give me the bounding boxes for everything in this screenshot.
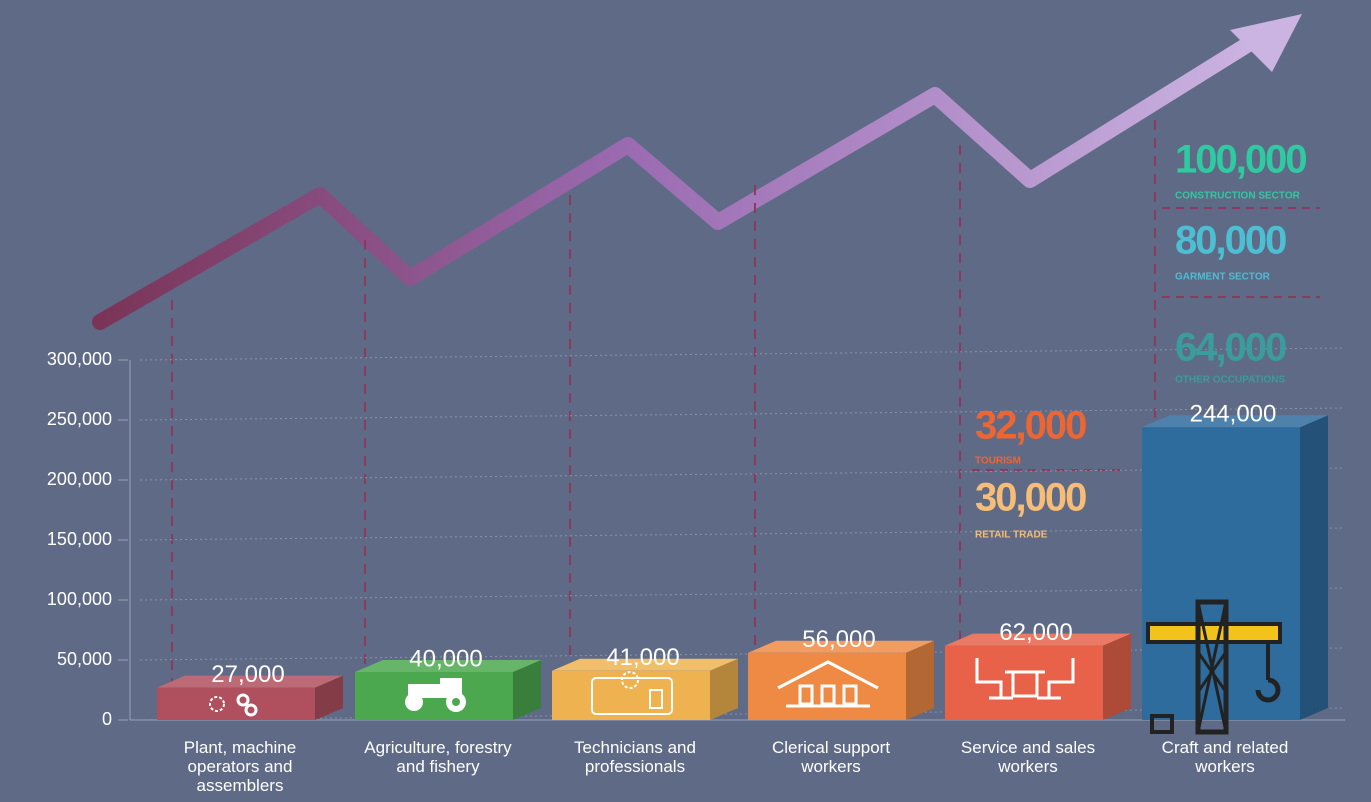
annotation-value: 32,000 <box>975 404 1086 448</box>
value-label: 41,000 <box>606 644 679 671</box>
y-tick-label: 300,000 <box>47 349 112 369</box>
annotation-label: OTHER OCCUPATIONS <box>1175 375 1286 386</box>
value-label: 62,000 <box>999 619 1072 646</box>
y-tick-label: 0 <box>102 709 112 729</box>
bar <box>945 646 1103 720</box>
x-tick-label: Service and sales workers <box>943 738 1113 776</box>
x-tick-label: Craft and related workers <box>1140 738 1310 776</box>
annotation-label: RETAIL TRADE <box>975 530 1048 541</box>
y-tick-label: 100,000 <box>47 589 112 609</box>
value-label: 40,000 <box>409 645 482 672</box>
x-tick-label: Agriculture, forestry and fishery <box>353 738 523 776</box>
annotation-value: 64,000 <box>1175 326 1286 370</box>
trend-arrow <box>100 14 1302 322</box>
annotation-value: 30,000 <box>975 476 1086 520</box>
bar <box>1142 427 1300 720</box>
y-tick-label: 200,000 <box>47 469 112 489</box>
x-tick-label: Clerical support workers <box>746 738 916 776</box>
page: 0 50,000 100,000 150,000 200,000 250,000 300,0… <box>0 0 1371 802</box>
y-tick-label: 150,000 <box>47 529 112 549</box>
x-tick-label: Technicians and professionals <box>550 738 720 776</box>
y-tick-label: 50,000 <box>57 649 112 669</box>
grid-line <box>140 348 1345 360</box>
annotation-label: CONSTRUCTION SECTOR <box>1175 191 1301 202</box>
annotation-value: 100,000 <box>1175 138 1306 182</box>
value-label: 244,000 <box>1190 401 1277 428</box>
bar-side <box>1103 634 1131 720</box>
y-tick-label: 250,000 <box>47 409 112 429</box>
annotation-label: GARMENT SECTOR <box>1175 272 1271 283</box>
chart: 0 50,000 100,000 150,000 200,000 250,000 300,0… <box>0 0 1371 802</box>
bar-side <box>1300 415 1328 720</box>
annotation-value: 80,000 <box>1175 219 1286 263</box>
value-label: 56,000 <box>802 626 875 653</box>
x-tick-label: Plant, machine operators and assemblers <box>155 738 325 795</box>
annotation-label: TOURISM <box>975 456 1021 467</box>
bar <box>157 688 315 720</box>
bar-side <box>906 641 934 720</box>
value-label: 27,000 <box>211 661 284 688</box>
